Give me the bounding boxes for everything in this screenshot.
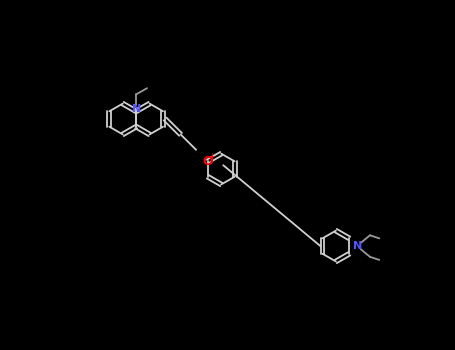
Text: N: N [353,241,362,251]
Text: N: N [131,104,141,114]
Text: O: O [202,155,213,168]
Text: +: + [208,152,215,161]
